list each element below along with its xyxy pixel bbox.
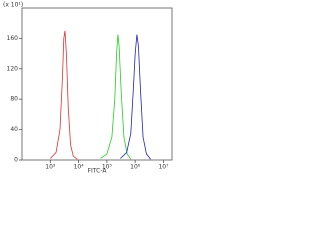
- y-tick-label: 120: [7, 65, 19, 72]
- x-tick-label: 10⁶: [130, 164, 141, 171]
- y-tick-label: 80: [10, 96, 18, 103]
- y-tick-label: 160: [7, 35, 19, 42]
- chart: (x 10¹) FITC-A 0 40 80 120 160 10³ 10⁴ 10⁵ 10⁶ 10…: [3, 2, 173, 175]
- histogram-line: [120, 34, 151, 160]
- histogram-line: [100, 34, 132, 160]
- x-tick-label: 10³: [45, 164, 56, 171]
- x-tick-label: 10⁵: [102, 164, 113, 171]
- histogram-line: [50, 30, 78, 160]
- y-tick-label: 0: [14, 157, 18, 164]
- x-axis-label: FITC-A: [88, 168, 108, 175]
- y-multiplier: (x 10¹): [3, 2, 23, 9]
- y-tick-label: 40: [10, 126, 18, 133]
- x-tick-label: 10⁷: [158, 164, 169, 171]
- x-tick-label: 10⁴: [74, 164, 85, 171]
- plot-frame: [21, 7, 173, 161]
